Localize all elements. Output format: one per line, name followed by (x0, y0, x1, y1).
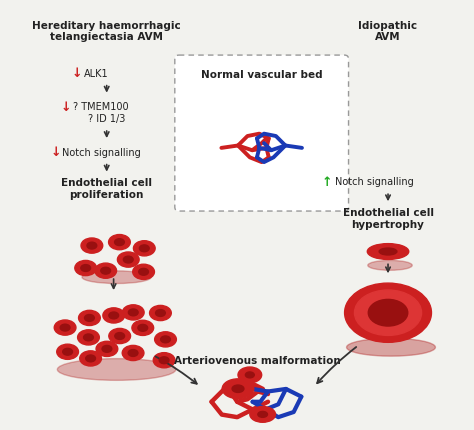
Ellipse shape (346, 338, 436, 356)
Ellipse shape (115, 333, 125, 340)
Ellipse shape (132, 320, 154, 336)
Ellipse shape (150, 306, 171, 321)
Ellipse shape (54, 320, 76, 335)
Ellipse shape (60, 324, 70, 331)
Ellipse shape (238, 367, 262, 383)
Ellipse shape (258, 412, 267, 418)
Ellipse shape (81, 238, 103, 254)
Ellipse shape (80, 351, 101, 366)
Ellipse shape (82, 271, 151, 284)
FancyBboxPatch shape (175, 56, 348, 212)
Text: ↓: ↓ (72, 67, 82, 80)
Ellipse shape (134, 241, 155, 256)
Ellipse shape (123, 257, 133, 264)
Ellipse shape (246, 372, 254, 378)
Ellipse shape (63, 349, 73, 355)
Ellipse shape (159, 357, 169, 364)
Ellipse shape (86, 355, 95, 362)
Ellipse shape (122, 346, 144, 361)
Ellipse shape (115, 239, 124, 246)
Text: ? ID 1/3: ? ID 1/3 (88, 114, 126, 124)
Text: ? TMEM100: ? TMEM100 (73, 102, 129, 112)
Ellipse shape (138, 325, 148, 332)
Ellipse shape (96, 341, 118, 356)
Ellipse shape (95, 264, 117, 279)
Ellipse shape (139, 269, 148, 276)
Ellipse shape (79, 310, 100, 326)
Ellipse shape (133, 264, 155, 280)
Ellipse shape (368, 261, 412, 270)
Text: Hereditary haemorrhagic
telangiectasia AVM: Hereditary haemorrhagic telangiectasia A… (32, 21, 181, 42)
Ellipse shape (101, 267, 110, 274)
Ellipse shape (232, 385, 244, 393)
Ellipse shape (103, 308, 125, 323)
Text: Endothelial cell
proliferation: Endothelial cell proliferation (61, 178, 152, 200)
Text: Arteriovenous malformation: Arteriovenous malformation (174, 355, 341, 366)
Ellipse shape (81, 265, 91, 272)
Text: Notch signalling: Notch signalling (335, 177, 413, 187)
Ellipse shape (109, 329, 130, 344)
Ellipse shape (153, 353, 175, 368)
Ellipse shape (155, 332, 176, 347)
Ellipse shape (57, 344, 79, 359)
Ellipse shape (368, 300, 408, 326)
Ellipse shape (87, 243, 97, 249)
Ellipse shape (57, 359, 176, 381)
Ellipse shape (128, 350, 138, 356)
Text: Idiopathic
AVM: Idiopathic AVM (358, 21, 418, 42)
Ellipse shape (78, 330, 100, 345)
Text: Normal vascular bed: Normal vascular bed (201, 70, 322, 80)
Ellipse shape (222, 379, 254, 399)
Ellipse shape (139, 245, 149, 252)
Ellipse shape (379, 249, 397, 255)
Ellipse shape (155, 310, 165, 316)
Ellipse shape (122, 305, 144, 320)
Ellipse shape (83, 334, 93, 341)
Ellipse shape (84, 315, 94, 322)
Text: ↓: ↓ (50, 146, 61, 159)
Text: ↑: ↑ (321, 175, 332, 188)
Text: Notch signalling: Notch signalling (62, 147, 141, 157)
Text: ↓: ↓ (61, 101, 72, 114)
Ellipse shape (161, 336, 170, 343)
Text: Endothelial cell
hypertrophy: Endothelial cell hypertrophy (343, 208, 434, 229)
Ellipse shape (355, 290, 421, 336)
Ellipse shape (75, 261, 97, 276)
Ellipse shape (250, 406, 275, 422)
Ellipse shape (109, 235, 130, 250)
Ellipse shape (217, 120, 292, 177)
Ellipse shape (109, 312, 118, 319)
Ellipse shape (128, 309, 138, 316)
Ellipse shape (118, 252, 139, 267)
Ellipse shape (345, 283, 431, 343)
Ellipse shape (367, 244, 409, 260)
Ellipse shape (102, 346, 112, 353)
Text: ALK1: ALK1 (84, 69, 109, 79)
